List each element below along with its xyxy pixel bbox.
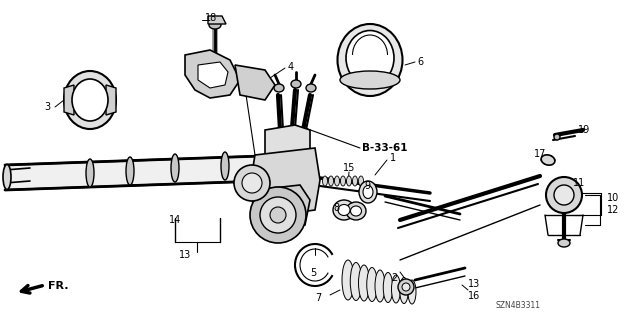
Text: 13: 13 [179,250,191,260]
Text: 9: 9 [364,181,370,191]
Ellipse shape [86,159,94,187]
Text: 12: 12 [607,205,620,215]
Text: 4: 4 [288,62,294,72]
Polygon shape [185,50,240,98]
Polygon shape [5,155,290,190]
Ellipse shape [274,84,284,92]
Circle shape [398,279,414,295]
Ellipse shape [126,157,134,185]
Text: 7: 7 [315,293,321,303]
Ellipse shape [337,24,403,96]
Text: 6: 6 [417,57,423,67]
Ellipse shape [342,260,354,300]
Ellipse shape [333,200,355,220]
Text: 1: 1 [390,153,396,163]
Text: 3: 3 [44,102,50,112]
Polygon shape [265,125,310,165]
Ellipse shape [72,79,108,121]
Text: 13: 13 [468,279,480,289]
Polygon shape [106,85,116,115]
Ellipse shape [323,176,328,186]
Ellipse shape [346,31,394,85]
Polygon shape [208,16,226,24]
Ellipse shape [340,176,346,186]
Text: 17: 17 [534,149,547,159]
Circle shape [242,173,262,193]
Ellipse shape [353,176,358,186]
Circle shape [270,207,286,223]
Text: 16: 16 [468,291,480,301]
Ellipse shape [400,278,408,303]
Ellipse shape [338,204,350,216]
Polygon shape [252,185,310,230]
Ellipse shape [383,272,393,302]
Ellipse shape [346,176,351,186]
Ellipse shape [306,84,316,92]
Text: 5: 5 [310,268,316,278]
Text: 8: 8 [333,203,339,213]
Ellipse shape [558,239,570,247]
Circle shape [260,197,296,233]
Ellipse shape [351,206,362,216]
Text: 10: 10 [607,193,620,203]
Polygon shape [250,148,320,218]
Ellipse shape [350,263,362,300]
Text: 2: 2 [392,273,398,283]
Ellipse shape [375,270,385,302]
Text: 18: 18 [205,13,217,23]
Circle shape [554,185,574,205]
Text: 15: 15 [343,163,355,173]
Ellipse shape [554,134,560,140]
Ellipse shape [541,155,555,165]
Text: B-33-61: B-33-61 [362,143,408,153]
Ellipse shape [358,265,369,301]
Ellipse shape [358,176,364,186]
Circle shape [250,187,306,243]
Ellipse shape [171,154,179,182]
Ellipse shape [328,176,333,186]
Ellipse shape [209,21,221,29]
Polygon shape [64,85,74,115]
Ellipse shape [363,186,373,198]
Ellipse shape [408,280,416,304]
Polygon shape [198,62,228,88]
Ellipse shape [392,275,401,303]
Text: 14: 14 [169,215,181,225]
Ellipse shape [346,202,366,220]
Ellipse shape [367,268,377,301]
Text: 19: 19 [578,125,590,135]
Ellipse shape [291,80,301,88]
Text: FR.: FR. [48,281,68,291]
Text: 11: 11 [573,178,585,188]
Ellipse shape [221,152,229,180]
Polygon shape [235,65,275,100]
Ellipse shape [335,176,339,186]
Ellipse shape [3,165,11,189]
Circle shape [546,177,582,213]
Circle shape [234,165,270,201]
Ellipse shape [64,71,116,129]
Circle shape [402,283,410,291]
Ellipse shape [359,181,377,203]
Ellipse shape [340,71,400,89]
Text: SZN4B3311: SZN4B3311 [495,300,540,309]
